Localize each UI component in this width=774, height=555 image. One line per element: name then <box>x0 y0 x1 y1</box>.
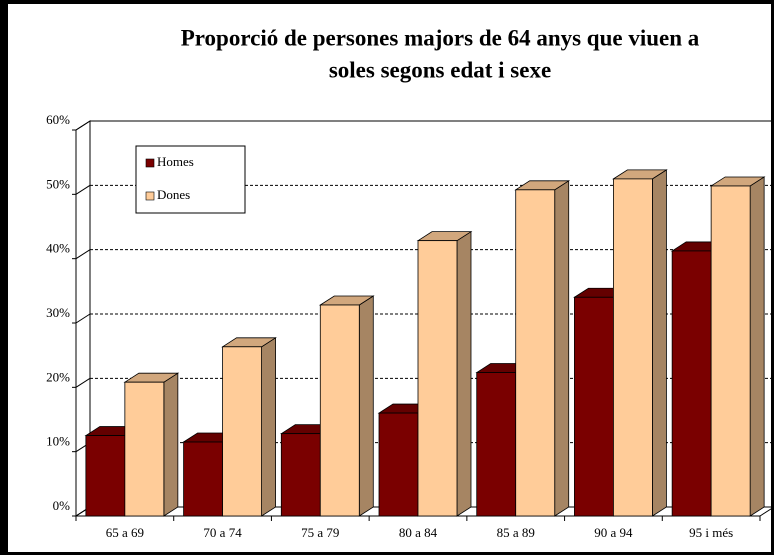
y-tick-label: 60% <box>46 112 70 127</box>
legend-swatch <box>145 191 155 201</box>
bar <box>515 189 556 517</box>
legend-label: Dones <box>157 187 190 202</box>
bar-side <box>749 176 765 517</box>
y-tick-label: 30% <box>46 305 70 320</box>
bar <box>417 240 458 517</box>
bar <box>710 185 751 517</box>
y-tick-label: 50% <box>46 176 70 191</box>
bar <box>85 435 126 517</box>
bar <box>280 433 321 517</box>
x-tick-label: 85 a 89 <box>497 525 535 540</box>
bar <box>574 296 614 517</box>
bar-side <box>358 295 374 517</box>
bar <box>378 412 419 517</box>
bar-side <box>163 372 179 517</box>
bar <box>124 381 165 517</box>
x-tick-label: 75 a 79 <box>301 525 339 540</box>
bar <box>476 372 517 517</box>
y-tick-label: 0% <box>53 498 71 513</box>
y-tick-label: 10% <box>46 434 70 449</box>
legend-swatch <box>145 158 155 168</box>
bar <box>183 441 223 517</box>
legend-label: Homes <box>157 154 194 169</box>
chart-title: soles segons edat i sexe <box>329 57 551 82</box>
bar-side <box>456 230 472 517</box>
grid-line-side <box>75 249 91 260</box>
grid-line-side <box>75 184 91 195</box>
chart-title: Proporció de persones majors de 64 anys … <box>181 25 700 50</box>
bar-side <box>652 169 667 517</box>
x-tick-label: 70 a 74 <box>203 525 242 540</box>
bar <box>671 250 712 517</box>
y-tick-label: 40% <box>46 241 70 256</box>
x-tick-label: 90 a 94 <box>594 525 633 540</box>
grid-line-side <box>75 120 91 131</box>
y-tick-label: 20% <box>46 369 70 384</box>
grid-line-side <box>75 313 91 324</box>
bar-side <box>261 337 276 517</box>
x-tick-label: 95 i més <box>689 525 733 540</box>
grid-line-side <box>75 377 91 388</box>
bar-side <box>554 180 570 517</box>
legend-box <box>135 145 246 214</box>
bar <box>222 346 262 517</box>
bar <box>319 304 360 517</box>
x-tick-label: 65 a 69 <box>106 525 144 540</box>
chart: Proporció de persones majors de 64 anys … <box>46 25 771 540</box>
bar <box>613 178 653 517</box>
x-tick-label: 80 a 84 <box>399 525 438 540</box>
